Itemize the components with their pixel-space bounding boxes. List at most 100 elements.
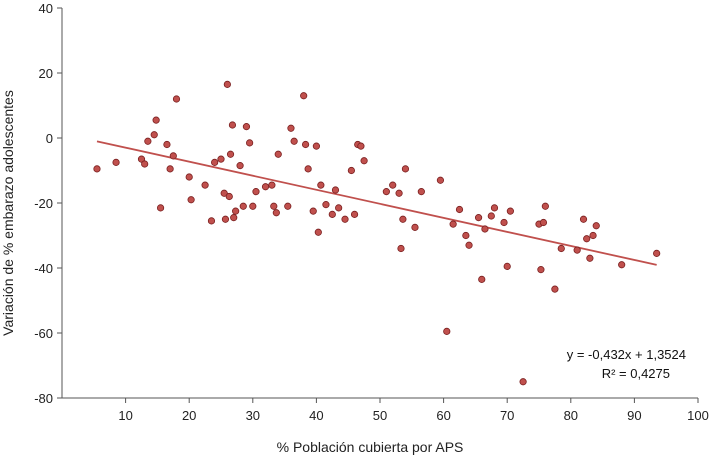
x-tick-label: 70	[500, 408, 514, 423]
data-point	[586, 254, 594, 262]
data-point	[436, 176, 445, 184]
data-point	[217, 155, 225, 163]
y-tick-label: -60	[34, 326, 53, 341]
data-point	[399, 215, 407, 223]
data-point	[232, 207, 240, 215]
data-point	[274, 150, 282, 158]
data-point	[589, 231, 597, 240]
data-point	[287, 124, 295, 132]
data-point	[478, 275, 486, 283]
data-point	[239, 202, 247, 210]
data-point	[225, 192, 233, 201]
data-point	[230, 214, 238, 222]
data-point	[211, 158, 219, 166]
data-point	[201, 181, 209, 189]
x-tick-label: 30	[246, 408, 260, 423]
data-point	[449, 220, 457, 228]
data-point	[284, 202, 292, 210]
data-points	[93, 80, 661, 386]
data-point	[252, 188, 260, 196]
data-point	[144, 137, 152, 145]
data-point	[481, 225, 489, 233]
data-point	[272, 209, 280, 217]
data-point	[187, 196, 195, 204]
data-point	[618, 261, 626, 269]
trendline-equation: y = -0,432x + 1,3524	[567, 347, 686, 362]
data-point	[541, 202, 549, 210]
data-point	[312, 142, 320, 150]
data-point	[185, 173, 193, 181]
data-point	[417, 188, 425, 196]
y-tick-label: -40	[34, 261, 53, 276]
x-tick-label: 90	[627, 408, 641, 423]
x-tick-label: 60	[436, 408, 450, 423]
x-tick-label: 10	[118, 408, 132, 423]
data-point	[300, 92, 308, 100]
data-point	[314, 228, 322, 236]
data-point	[246, 139, 254, 147]
data-point	[653, 249, 661, 257]
data-point	[443, 327, 451, 335]
y-tick-label: 0	[46, 131, 53, 146]
data-point	[335, 204, 343, 212]
data-point	[331, 186, 340, 194]
data-point	[309, 207, 317, 215]
data-point	[592, 222, 600, 230]
data-point	[268, 181, 276, 189]
data-point	[220, 189, 228, 197]
data-point	[503, 262, 511, 270]
data-point	[360, 157, 368, 165]
data-point	[579, 215, 588, 223]
data-point	[304, 165, 312, 173]
data-point	[500, 218, 508, 227]
data-point	[249, 202, 257, 210]
data-point	[112, 158, 120, 166]
data-point	[163, 140, 171, 149]
data-point	[382, 188, 390, 196]
data-point	[169, 152, 177, 160]
data-point	[573, 246, 581, 254]
data-point	[141, 160, 149, 168]
y-tick-label: 40	[39, 1, 53, 16]
y-axis-title: Variación de % embarazo adolescentes	[0, 90, 16, 336]
x-axis-title: % Población cubierta por APS	[277, 439, 464, 455]
x-tick-label: 20	[182, 408, 196, 423]
data-point	[341, 215, 349, 223]
x-tick-label: 50	[373, 408, 387, 423]
data-point	[455, 205, 464, 214]
data-point	[228, 121, 237, 129]
data-point	[411, 223, 419, 231]
y-tick-label: 20	[39, 66, 53, 81]
data-point	[397, 244, 405, 253]
data-point	[317, 181, 325, 189]
x-tick-label: 40	[309, 408, 323, 423]
data-point	[223, 80, 231, 88]
data-point	[236, 162, 244, 170]
data-point	[465, 241, 473, 249]
data-point	[166, 165, 174, 173]
data-point	[357, 142, 365, 150]
data-point	[350, 210, 359, 218]
data-point	[156, 204, 165, 212]
y-tick-label: -80	[34, 391, 53, 406]
data-point	[389, 181, 397, 189]
data-point	[487, 212, 495, 220]
data-point	[172, 95, 181, 103]
x-tick-label: 80	[564, 408, 578, 423]
data-point	[290, 137, 298, 145]
trendline	[96, 140, 657, 266]
ticks: 10 20 30 40 50 60 70 80 90 100 40 20 0 -20 -40 -60 -80	[34, 1, 709, 423]
data-point	[261, 183, 270, 191]
data-point	[221, 215, 230, 223]
data-point	[401, 165, 410, 173]
y-tick-label: -20	[34, 196, 53, 211]
data-point	[583, 235, 591, 243]
data-point	[328, 210, 336, 218]
data-point	[395, 189, 403, 197]
data-point	[226, 150, 235, 158]
data-point	[242, 123, 251, 131]
data-point	[270, 202, 278, 210]
data-point	[93, 165, 101, 173]
x-tick-label: 100	[687, 408, 709, 423]
